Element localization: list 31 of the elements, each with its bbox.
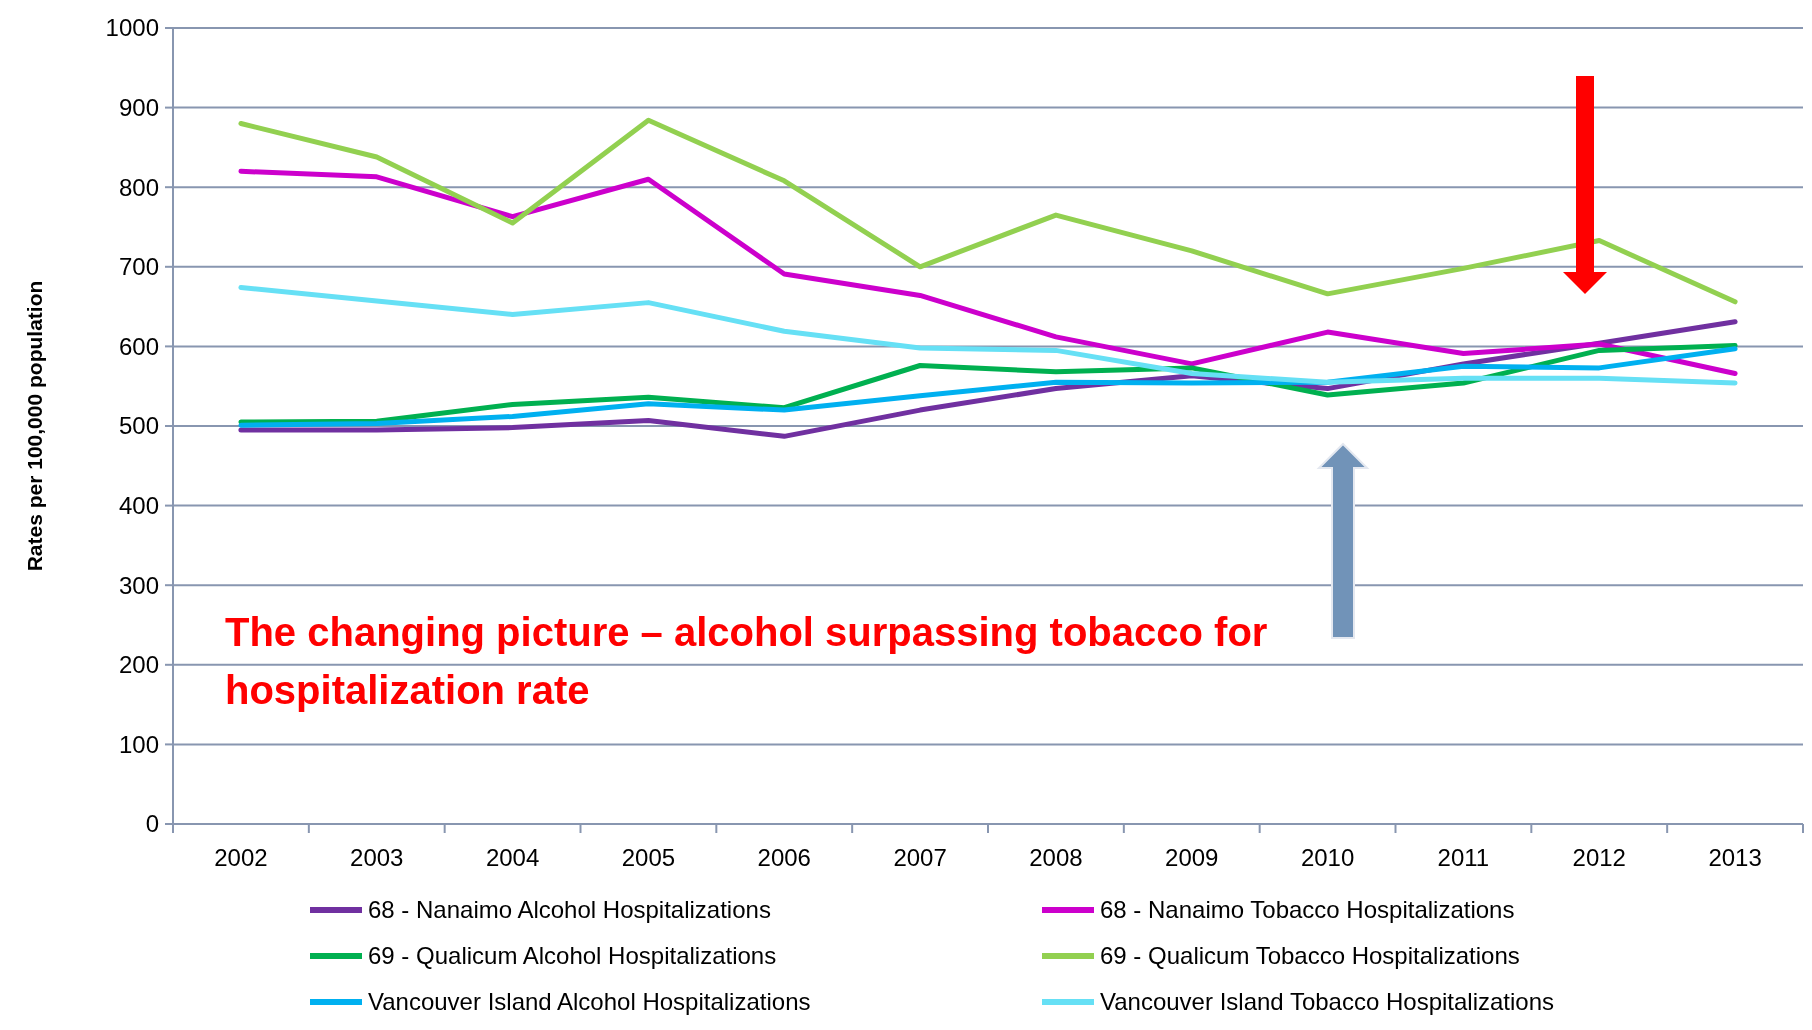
y-tick-label: 100 [118,730,159,758]
annotation: The changing picture – alcohol surpassing tobacco for hospitalization rate [225,610,1268,712]
y-tick-label: 800 [118,173,159,201]
y-tick-label: 200 [118,651,159,679]
y-tick-label: 300 [118,571,159,599]
y-tick-label: 600 [118,332,159,360]
y-tick-label: 1000 [105,14,159,42]
x-tick-label: 2006 [757,844,811,871]
legend-label: Vancouver Island Alcohol Hospitalizations [368,988,811,1016]
x-tick-label: 2007 [893,844,947,871]
x-tick-label: 2010 [1300,844,1355,871]
x-tick-label: 2009 [1165,844,1219,871]
x-tick-label: 2003 [350,844,404,871]
x-tick-label: 2002 [214,844,268,871]
x-tick-label: 2004 [485,844,540,871]
y-tick-label: 400 [118,492,159,519]
y-tick-label: 500 [118,412,159,440]
x-tick-label: 2013 [1708,844,1762,871]
y-axis-title: Rates per 100,000 population [23,280,46,572]
legend-label: 68 - Nanaimo Tobacco Hospitalizations [1100,896,1515,924]
y-tick-label: 900 [118,94,159,121]
y-tick-label: 700 [118,253,159,281]
x-tick-label: 2011 [1437,844,1490,871]
legend-label: 69 - Qualicum Tobacco Hospitalizations [1100,942,1520,970]
legend-label: 69 - Qualicum Alcohol Hospitalizations [368,942,777,970]
legend-label: 68 - Nanaimo Alcohol Hospitalizations [368,896,771,924]
x-tick-label: 2008 [1029,844,1083,871]
y-tick-label: 0 [145,810,159,838]
x-tick-label: 2005 [621,844,676,871]
legend-label: Vancouver Island Tobacco Hospitalizations [1100,988,1555,1016]
x-tick-label: 2012 [1572,844,1626,871]
